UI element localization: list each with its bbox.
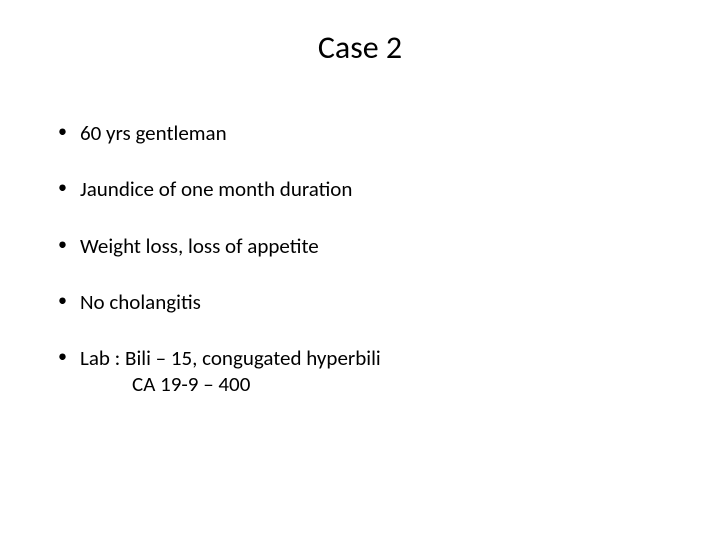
list-item: Jaundice of one month duration	[54, 176, 666, 202]
list-item: Weight loss, loss of appetite	[54, 233, 666, 259]
bullet-subtext: CA 19-9 – 400	[80, 371, 666, 397]
slide-body: 60 yrs gentleman Jaundice of one month d…	[54, 120, 666, 428]
list-item: No cholangitis	[54, 289, 666, 315]
bullet-text: No cholangitis	[80, 289, 201, 315]
slide: Case 2 60 yrs gentleman Jaundice of one …	[0, 0, 720, 540]
bullet-text: Weight loss, loss of appetite	[80, 233, 319, 259]
slide-title: Case 2	[0, 28, 720, 67]
bullet-text: Lab : Bili – 15, congugated hyperbili	[80, 345, 381, 371]
list-item: 60 yrs gentleman	[54, 120, 666, 146]
bullet-text: Jaundice of one month duration	[80, 176, 352, 202]
list-item: Lab : Bili – 15, congugated hyperbili CA…	[54, 345, 666, 398]
bullet-list: 60 yrs gentleman Jaundice of one month d…	[54, 120, 666, 398]
bullet-text: 60 yrs gentleman	[80, 120, 227, 146]
